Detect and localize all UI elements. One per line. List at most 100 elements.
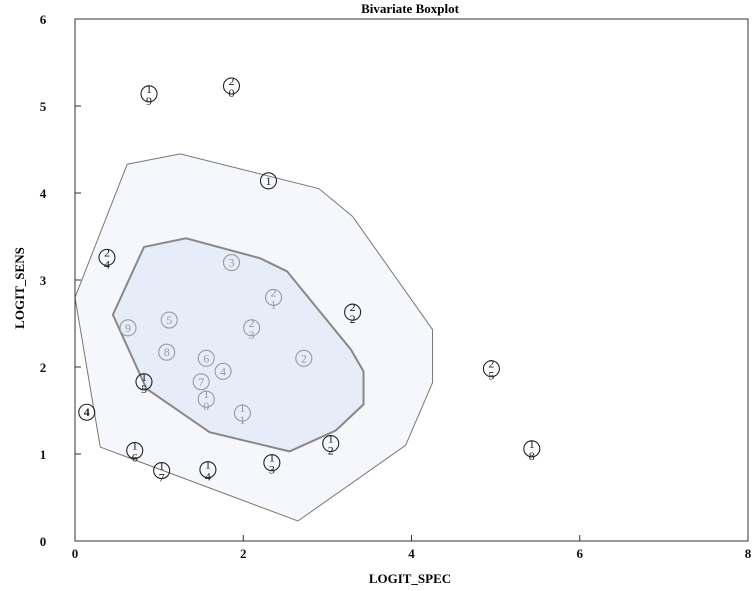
point-label: 4 [104,257,110,271]
point-marker [243,319,261,337]
data-point: 5 [160,311,178,329]
point-label: 7 [159,471,165,485]
data-point: 4 [78,403,96,421]
point-label: 2 [350,312,356,326]
x-tick-label-3: 6 [577,546,584,561]
x-tick-label-4: 8 [745,546,752,561]
point-label: 1 [529,437,535,451]
point-marker [222,77,241,95]
point-label: 4 [205,470,211,484]
point-label: 0 [203,399,209,413]
point-marker [214,362,232,380]
point-label: 2 [249,316,255,330]
point-marker [78,403,96,421]
point-label: 7 [198,375,204,389]
point-marker [295,349,313,367]
data-point: 20 [222,74,241,100]
x-tick-label-1: 2 [240,546,247,561]
data-point: 11 [233,401,251,427]
data-point: 9 [119,319,137,337]
point-label: 4 [84,405,90,419]
data-point: 21 [264,285,283,311]
point-marker [263,454,281,472]
data-point: 12 [322,432,340,458]
point-marker [160,311,178,329]
point-label: 9 [125,321,131,335]
point-label: 1 [271,297,277,311]
point-label: 1 [132,439,138,453]
point-label: 1 [328,432,334,446]
point-label: 1 [159,459,165,473]
data-point: 14 [199,458,217,484]
point-marker [322,435,340,453]
point-marker [153,461,171,480]
x-tick-label-2: 4 [408,546,415,561]
point-label: 8 [529,449,535,463]
point-marker [197,349,215,367]
point-label: 0 [228,86,234,100]
point-label: 2 [350,300,356,314]
point-marker [192,373,210,391]
point-label: 2 [328,444,334,458]
data-point: 3 [222,254,241,272]
data-point: 10 [197,387,215,413]
point-marker [158,343,176,361]
point-label: 1 [146,82,152,96]
y-tick-label-6: 6 [40,12,47,27]
data-point: 19 [140,82,158,108]
point-label: 2 [301,351,307,365]
point-label: 1 [141,370,147,384]
point-label: 5 [488,369,494,383]
point-label: 5 [141,382,147,396]
point-label: 1 [239,401,245,415]
point-label: 3 [269,463,275,477]
data-point: 2 [295,349,313,367]
data-point: 24 [98,245,116,271]
point-label: 6 [203,351,209,365]
point-marker [264,288,283,306]
point-label: 2 [104,245,110,259]
x-axis-title: LOGIT_SPEC [368,571,452,586]
x-tick-label-0: 0 [72,546,79,561]
point-marker [482,360,500,378]
point-label: 2 [271,285,277,299]
point-label: 3 [228,256,234,270]
data-point: 13 [263,451,281,477]
point-marker [222,254,241,272]
data-point: 16 [126,439,144,465]
point-marker [126,441,144,460]
y-tick-label-3: 3 [40,273,47,288]
point-label: 6 [132,451,138,465]
point-marker [98,248,116,266]
data-point: 7 [192,373,210,391]
data-point: 22 [344,300,362,326]
point-marker [344,303,362,321]
point-label: 1 [239,413,245,427]
y-tick-label-2: 2 [40,360,47,375]
y-tick-label-0: 0 [40,534,47,549]
point-marker [140,85,158,103]
data-point: 15 [135,370,153,396]
data-point: 17 [153,459,171,485]
point-label: 8 [164,345,170,359]
data-point: 6 [197,349,215,367]
point-label: 3 [249,328,255,342]
point-label: 4 [220,364,226,378]
y-tick-label-1: 1 [40,447,47,462]
point-label: 1 [269,451,275,465]
y-tick-label-4: 4 [40,186,47,201]
data-point: 25 [482,357,500,383]
point-marker [259,172,278,190]
point-label: 2 [228,74,234,88]
point-label: 1 [265,174,271,188]
data-point: 23 [243,316,261,342]
point-marker [233,404,251,422]
y-tick-label-5: 5 [40,99,47,114]
point-label: 1 [203,387,209,401]
point-marker [197,390,215,408]
chart-title: Bivariate Boxplot [361,1,459,16]
point-marker [199,461,217,479]
point-label: 5 [166,313,172,327]
